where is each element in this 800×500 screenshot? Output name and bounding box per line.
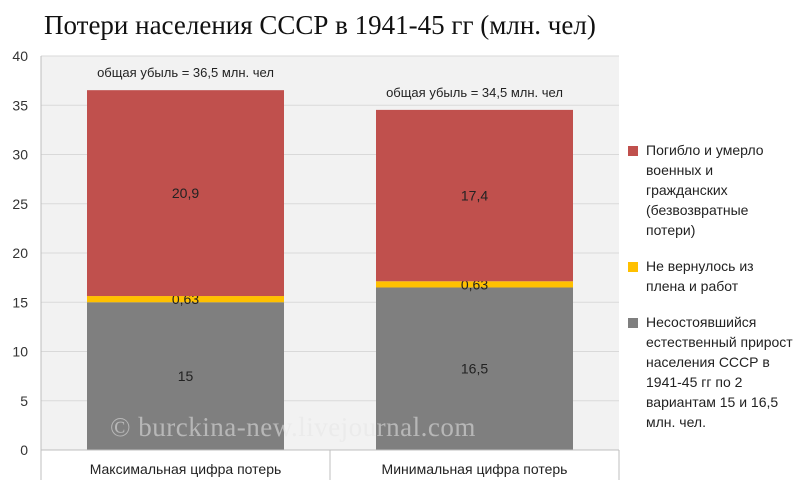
total-label: общая убыль = 34,5 млн. чел xyxy=(386,85,563,100)
chart-title: Потери населения СССР в 1941-45 гг (млн.… xyxy=(44,10,596,40)
y-tick-label: 15 xyxy=(12,294,28,310)
y-tick-label: 0 xyxy=(20,442,28,458)
y-tick-label: 5 xyxy=(20,393,28,409)
legend-item-not-returned: Не вернулось из плена и работ xyxy=(628,256,796,296)
legend-label-unrealized-growth: Несостоявшийся естественный прирост насе… xyxy=(646,314,793,430)
data-label: 20,9 xyxy=(172,185,199,201)
y-tick-label: 25 xyxy=(12,196,28,212)
total-label: общая убыль = 36,5 млн. чел xyxy=(97,65,274,80)
y-tick-label: 10 xyxy=(12,344,28,360)
legend-label-not-returned: Не вернулось из плена и работ xyxy=(646,258,754,294)
bar-segment xyxy=(87,90,284,297)
data-label: 15 xyxy=(178,368,194,384)
legend: Погибло и умерло военных и гражданских (… xyxy=(628,140,796,448)
x-category-label: Максимальная цифра потерь xyxy=(90,461,282,477)
data-label: 17,4 xyxy=(461,188,488,204)
y-tick-label: 35 xyxy=(12,97,28,113)
legend-swatch-not-returned xyxy=(628,262,638,272)
y-tick-label: 30 xyxy=(12,147,28,163)
x-category-label: Минимальная цифра потерь xyxy=(382,461,568,477)
legend-swatch-unrealized-growth xyxy=(628,318,638,328)
watermark-text: © burckina-new.livejournal.com xyxy=(110,412,476,442)
bar-segment xyxy=(87,296,284,303)
y-tick-label: 20 xyxy=(12,245,28,261)
y-tick-label: 40 xyxy=(12,48,28,64)
legend-swatch-killed xyxy=(628,146,638,156)
bar-segment xyxy=(376,287,573,450)
data-label: 16,5 xyxy=(461,361,488,377)
bar-segment xyxy=(87,302,284,450)
legend-item-unrealized-growth: Несостоявшийся естественный прирост насе… xyxy=(628,312,796,432)
bar-segment xyxy=(376,109,573,282)
bar-segment xyxy=(376,281,573,288)
legend-label-killed: Погибло и умерло военных и гражданских (… xyxy=(646,142,764,238)
legend-item-killed: Погибло и умерло военных и гражданских (… xyxy=(628,140,796,240)
